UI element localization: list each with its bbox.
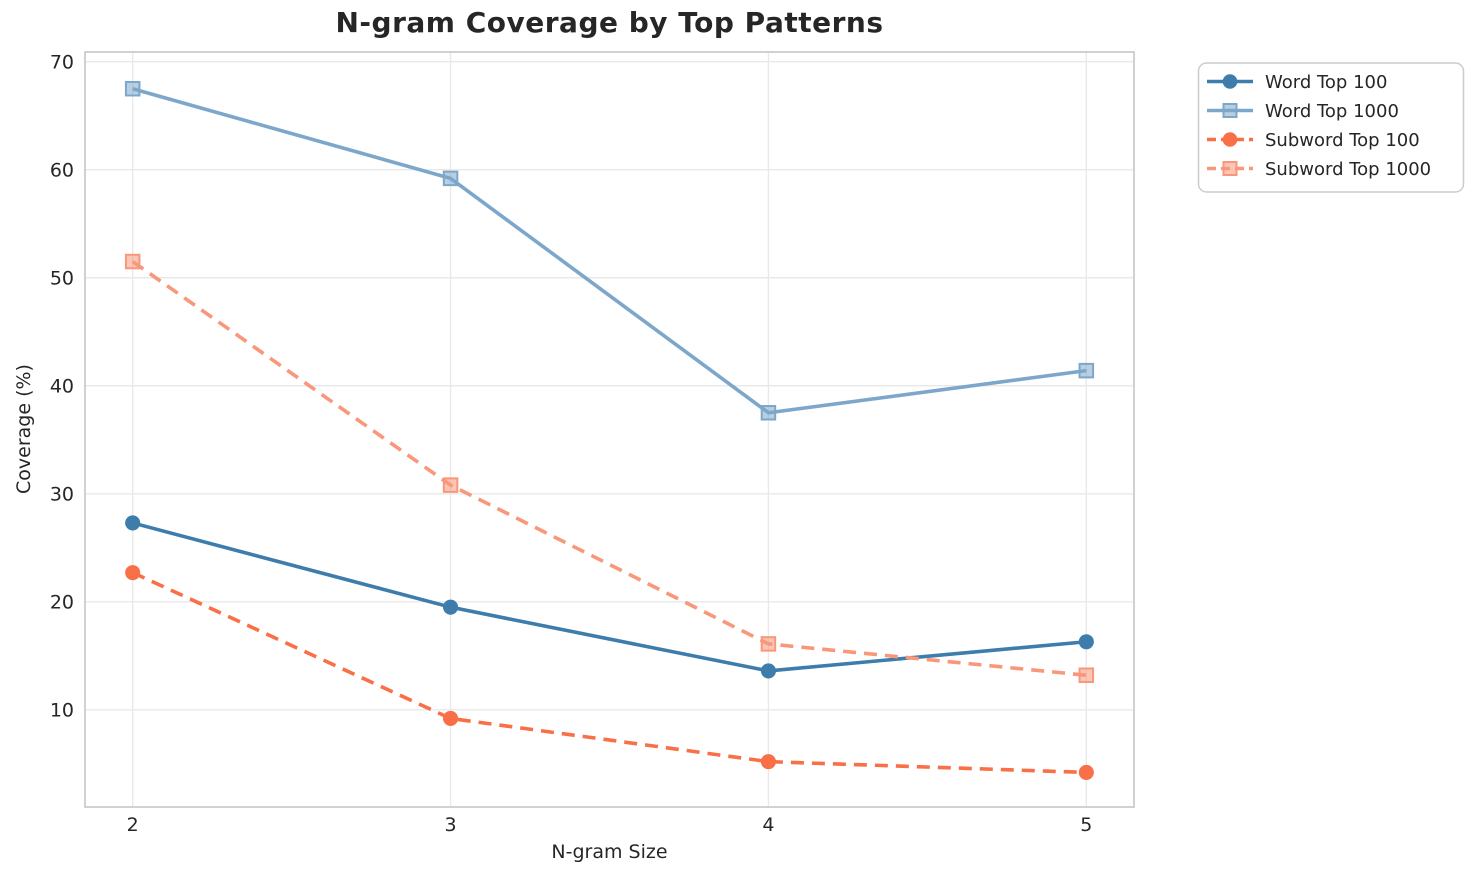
x-tick-label: 2 <box>127 814 139 836</box>
circle-marker <box>1078 634 1094 650</box>
legend: Word Top 100 Word Top 1000 Subword Top 100… <box>1197 62 1465 193</box>
square-marker <box>760 405 777 421</box>
legend-item: Subword Top 1000 <box>1207 159 1431 180</box>
series-line <box>131 260 1087 678</box>
chart-title: N-gram Coverage by Top Patterns <box>335 6 884 39</box>
x-tick-label: 4 <box>762 814 774 836</box>
series-subword-top-100 <box>125 565 1094 780</box>
circle-marker <box>1222 132 1238 147</box>
y-axis-label: Coverage (%) <box>13 364 35 494</box>
square-marker <box>1222 161 1238 176</box>
y-tick-label: 70 <box>50 51 74 73</box>
square-marker <box>760 636 777 652</box>
square-marker <box>442 170 459 187</box>
square-marker <box>442 477 459 493</box>
series-line <box>131 570 1087 775</box>
circle-marker <box>1222 74 1238 89</box>
legend-label: Word Top 100 <box>1265 72 1387 93</box>
legend-box <box>1197 62 1465 193</box>
circle-marker <box>760 663 776 679</box>
square-marker <box>1078 667 1095 683</box>
plot-border <box>84 51 1135 808</box>
circle-marker <box>125 565 141 581</box>
circle-marker <box>443 710 459 726</box>
series-subword-top-1000 <box>124 253 1095 683</box>
y-tick-label: 40 <box>50 375 74 397</box>
series-line <box>132 86 1087 415</box>
legend-label: Word Top 1000 <box>1265 101 1399 122</box>
legend-label: Subword Top 1000 <box>1265 159 1431 180</box>
x-tick-label: 3 <box>445 814 457 836</box>
square-marker <box>1078 362 1095 379</box>
series-word-top-100 <box>125 515 1094 679</box>
series-line <box>132 521 1087 673</box>
y-tick-label: 20 <box>50 591 74 613</box>
legend-item: Subword Top 100 <box>1207 130 1420 151</box>
y-tick-label: 50 <box>50 267 74 289</box>
circle-marker <box>1078 764 1094 780</box>
circle-marker <box>125 515 141 531</box>
tick-labels: 10 20 30 40 50 60 70 2 3 4 5 <box>50 51 1093 836</box>
square-marker <box>124 253 141 270</box>
circle-marker <box>760 754 776 770</box>
y-tick-label: 30 <box>50 483 74 505</box>
legend-item: Word Top 1000 <box>1207 101 1399 122</box>
x-tick-label: 5 <box>1080 814 1092 836</box>
legend-item: Word Top 100 <box>1207 72 1387 93</box>
square-marker <box>124 80 141 97</box>
legend-label: Subword Top 100 <box>1265 130 1420 151</box>
x-axis-label: N-gram Size <box>551 841 668 863</box>
y-tick-label: 60 <box>50 159 74 181</box>
series-word-top-1000 <box>124 80 1095 421</box>
gridlines <box>85 52 1134 807</box>
circle-marker <box>443 599 459 615</box>
square-marker <box>1222 103 1238 118</box>
y-tick-label: 10 <box>50 699 74 721</box>
